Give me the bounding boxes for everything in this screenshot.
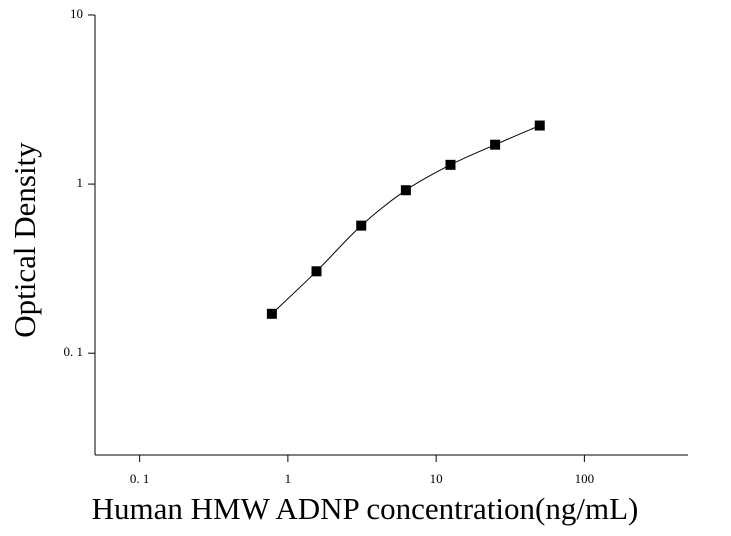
point: [445, 159, 456, 170]
x-tick-label: 100: [575, 471, 595, 486]
y-axis-label: Optical Density: [7, 142, 42, 338]
x-tick-label: 10: [430, 471, 443, 486]
x-tick-label: 1: [285, 471, 292, 486]
x-tick-label: 0. 1: [130, 471, 150, 486]
y-tick-label: 1: [77, 175, 84, 190]
x-axis-label: Human HMW ADNP concentration(ng/mL): [92, 491, 639, 526]
y-tick-label: 10: [70, 6, 83, 21]
point: [400, 185, 411, 196]
y-tick-label: 0. 1: [64, 344, 84, 359]
point: [311, 266, 322, 277]
point: [534, 120, 545, 131]
point: [266, 308, 277, 319]
point: [490, 139, 501, 150]
point: [356, 220, 367, 231]
fit-line: [271, 125, 540, 315]
